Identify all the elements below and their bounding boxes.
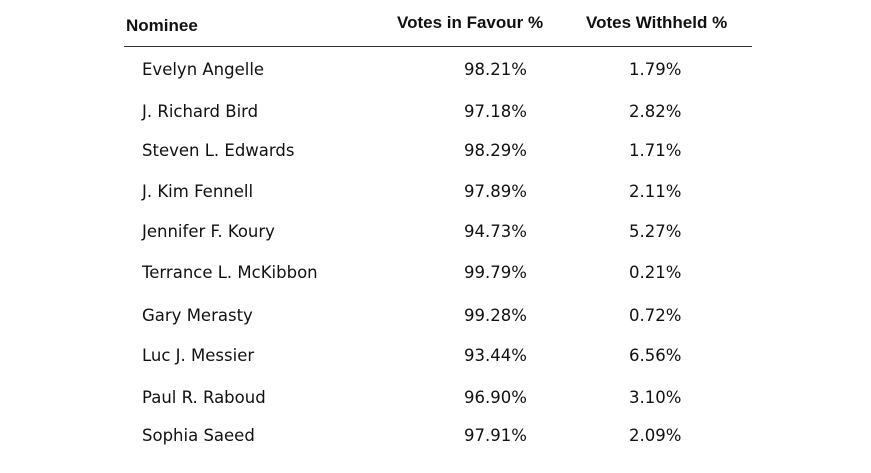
table-row: Steven L. Edwards 98.29% 1.71% — [124, 139, 752, 169]
votes-in-favour-value: 94.73% — [464, 222, 527, 241]
nominee-name: Jennifer F. Koury — [142, 222, 275, 241]
votes-withheld-value: 2.82% — [629, 102, 682, 121]
votes-in-favour-value: 96.90% — [464, 388, 527, 407]
table-row: Evelyn Angelle 98.21% 1.79% — [124, 58, 752, 88]
votes-withheld-value: 2.09% — [629, 426, 682, 445]
votes-in-favour-value: 98.21% — [464, 60, 527, 79]
nominee-name: Steven L. Edwards — [142, 141, 295, 160]
header-nominee: Nominee — [126, 16, 198, 35]
votes-in-favour-value: 99.79% — [464, 263, 527, 282]
nominee-name: Gary Merasty — [142, 306, 253, 325]
votes-withheld-value: 1.79% — [629, 60, 682, 79]
header-votes-in-favour: Votes in Favour % — [397, 13, 544, 32]
votes-in-favour-value: 97.18% — [464, 102, 527, 121]
table-row: Paul R. Raboud 96.90% 3.10% — [124, 386, 752, 416]
nominee-name: Terrance L. McKibbon — [142, 263, 318, 282]
table-row: Jennifer F. Koury 94.73% 5.27% — [124, 220, 752, 250]
votes-in-favour-value: 97.91% — [464, 426, 527, 445]
votes-withheld-value: 2.11% — [629, 182, 682, 201]
header-votes-withheld: Votes Withheld % — [586, 13, 728, 32]
nominee-name: J. Kim Fennell — [142, 182, 254, 201]
table-row: Gary Merasty 99.28% 0.72% — [124, 304, 752, 334]
votes-in-favour-value: 93.44% — [464, 346, 527, 365]
table-row: Luc J. Messier 93.44% 6.56% — [124, 344, 752, 374]
voting-results-table: Nominee Votes in Favour % Votes Withheld… — [124, 0, 752, 445]
votes-withheld-value: 3.10% — [629, 388, 682, 407]
votes-withheld-value: 5.27% — [629, 222, 682, 241]
nominee-name: Sophia Saeed — [142, 426, 255, 445]
nominee-name: Paul R. Raboud — [142, 388, 266, 407]
votes-withheld-value: 0.72% — [629, 306, 682, 325]
table-row: Terrance L. McKibbon 99.79% 0.21% — [124, 261, 752, 291]
table-header: Nominee Votes in Favour % Votes Withheld… — [124, 0, 752, 47]
votes-in-favour-value: 97.89% — [464, 182, 527, 201]
votes-withheld-value: 6.56% — [629, 346, 682, 365]
votes-in-favour-value: 99.28% — [464, 306, 527, 325]
table-row: Sophia Saeed 97.91% 2.09% — [124, 424, 752, 454]
table-row: J. Richard Bird 97.18% 2.82% — [124, 100, 752, 130]
nominee-name: Luc J. Messier — [142, 346, 255, 365]
votes-in-favour-value: 98.29% — [464, 141, 527, 160]
table-row: J. Kim Fennell 97.89% 2.11% — [124, 180, 752, 210]
votes-withheld-value: 0.21% — [629, 263, 682, 282]
nominee-name: Evelyn Angelle — [142, 60, 265, 79]
nominee-name: J. Richard Bird — [142, 102, 259, 121]
votes-withheld-value: 1.71% — [629, 141, 682, 160]
